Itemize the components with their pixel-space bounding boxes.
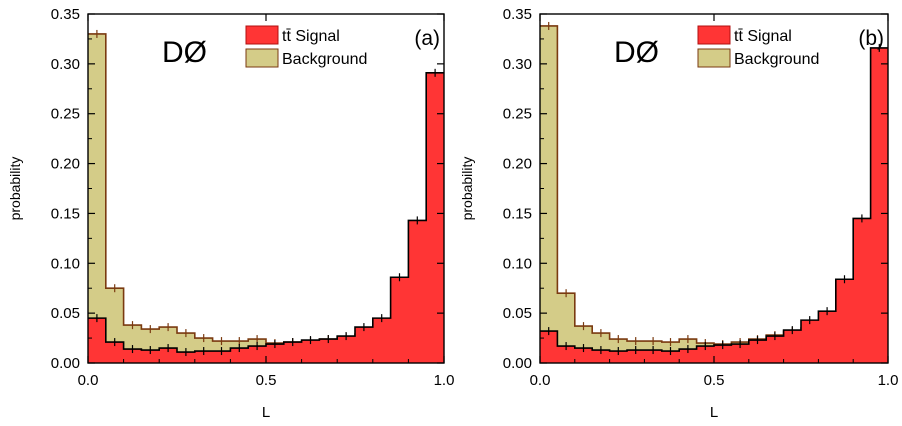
x-tick-label: 0.5 xyxy=(256,372,277,389)
x-axis-label: L xyxy=(710,404,718,421)
y-axis-label: probability xyxy=(459,157,475,221)
y-tick-label: 0.30 xyxy=(503,56,532,73)
y-axis-label: probability xyxy=(7,157,23,221)
y-tick-label: 0.00 xyxy=(503,355,532,372)
y-tick-label: 0.35 xyxy=(503,6,532,23)
y-tick-label: 0.10 xyxy=(51,255,80,272)
y-tick-label: 0.00 xyxy=(51,355,80,372)
x-tick-label: 0.0 xyxy=(530,372,551,389)
signal-outline xyxy=(88,72,444,353)
x-tick-label: 1.0 xyxy=(878,372,899,389)
x-axis-label: L xyxy=(262,404,270,421)
y-tick-label: 0.25 xyxy=(503,106,532,123)
chart-panel-2: 0.00 0.05 0.10 0.15 0.20 0.25 0.30 0.35 0.0 0.5 1.… xyxy=(459,6,898,421)
y-tick-label: 0.10 xyxy=(503,255,532,272)
legend-swatch-background xyxy=(245,48,279,68)
x-tick-label: 0.5 xyxy=(704,372,725,389)
legend-swatch-background xyxy=(697,48,731,68)
legend-swatch-signal xyxy=(245,25,279,45)
chart-panel-1: 0.00 0.05 0.10 0.15 0.20 0.25 0.30 0.35 0.0 0.5 1.… xyxy=(7,6,454,421)
panel-label: (a) xyxy=(414,27,440,50)
panel-label: (b) xyxy=(858,27,884,50)
y-tick-label: 0.15 xyxy=(51,205,80,222)
x-tick-label: 0.0 xyxy=(78,372,99,389)
signal-area xyxy=(540,47,888,363)
y-tick-label: 0.05 xyxy=(503,305,532,322)
legend-label-background: Background xyxy=(734,51,819,68)
y-tick-label: 0.25 xyxy=(51,106,80,123)
y-tick-label: 0.35 xyxy=(51,6,80,23)
y-tick-label: 0.05 xyxy=(51,305,80,322)
legend-label-signal: tt̄ Signal xyxy=(734,28,792,45)
x-tick-label: 1.0 xyxy=(434,372,455,389)
y-tick-label: 0.30 xyxy=(51,56,80,73)
y-tick-label: 0.20 xyxy=(51,156,80,173)
legend-swatch-signal xyxy=(697,25,731,45)
legend-label-background: Background xyxy=(282,51,367,68)
legend-label-signal: tt̄ Signal xyxy=(282,28,340,45)
signal-outline xyxy=(540,47,888,352)
y-tick-label: 0.15 xyxy=(503,205,532,222)
experiment-logo: DØ xyxy=(162,36,207,69)
experiment-logo: DØ xyxy=(614,36,659,69)
signal-area xyxy=(88,72,444,364)
y-tick-label: 0.20 xyxy=(503,156,532,173)
